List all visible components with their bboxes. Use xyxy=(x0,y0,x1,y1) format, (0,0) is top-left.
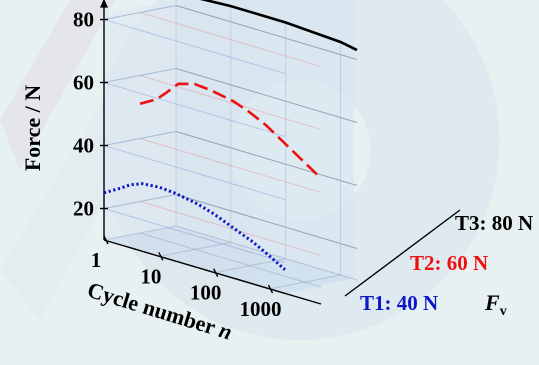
x-tick-mark xyxy=(103,235,109,245)
y-axis-title: Force / N xyxy=(20,85,45,171)
back-wall xyxy=(176,0,354,278)
left-wall-gridline xyxy=(103,68,177,83)
series-plane-gridline xyxy=(175,5,358,60)
series-labels: T1: 40 N T2: 60 N T3: 80 N xyxy=(360,211,533,315)
x-tick-mark xyxy=(213,268,219,278)
series-plane-gridline xyxy=(103,82,286,137)
x-tick-label: 100 xyxy=(190,281,222,305)
series-line-2 xyxy=(139,82,322,180)
x-axis-line xyxy=(103,239,322,305)
y-tick-label: 80 xyxy=(73,8,94,32)
series-label-1: T1: 40 N xyxy=(360,291,438,315)
depth-axis-line xyxy=(344,209,461,297)
series-plane-gridline xyxy=(103,145,286,200)
back-wall-gridline xyxy=(175,194,358,249)
x-tick-label: 1 xyxy=(91,248,102,272)
left-wall xyxy=(104,0,176,240)
series-line-3 xyxy=(199,0,358,52)
tick-labels: 20 40 60 80 1 10 100 1000 xyxy=(73,8,281,322)
floor-depthline xyxy=(139,232,322,288)
y-axis-arrow xyxy=(100,0,108,8)
y-tick-label: 60 xyxy=(73,71,94,95)
x-tick-label: 1000 xyxy=(239,297,281,321)
z-axis-title: Fv xyxy=(484,290,507,319)
series-plane-gridline xyxy=(103,19,286,74)
series-line-1 xyxy=(103,182,286,271)
back-wall-gridline xyxy=(175,68,358,123)
left-wall-gridline xyxy=(103,131,177,146)
x-tick-mark xyxy=(267,284,274,294)
back-wall-gridline xyxy=(175,5,358,60)
series-plane-gridline xyxy=(175,131,358,186)
grid-lines xyxy=(103,0,358,295)
series-plane-gridline xyxy=(175,68,358,123)
back-wall-gridline xyxy=(175,131,358,186)
axes xyxy=(100,0,461,305)
x-tick-label: 10 xyxy=(140,264,161,288)
series-group xyxy=(103,0,358,271)
left-wall-gridline xyxy=(103,5,177,20)
x-tick-mark xyxy=(158,252,164,261)
series-plane-gridline xyxy=(103,208,286,263)
left-wall-gridline xyxy=(103,194,177,209)
series-label-3: T3: 80 N xyxy=(455,211,533,235)
y-tick-label: 20 xyxy=(73,197,94,221)
series-plane-gridline xyxy=(175,194,358,249)
y-tick-label: 40 xyxy=(73,134,94,158)
series-label-2: T2: 60 N xyxy=(410,251,488,275)
